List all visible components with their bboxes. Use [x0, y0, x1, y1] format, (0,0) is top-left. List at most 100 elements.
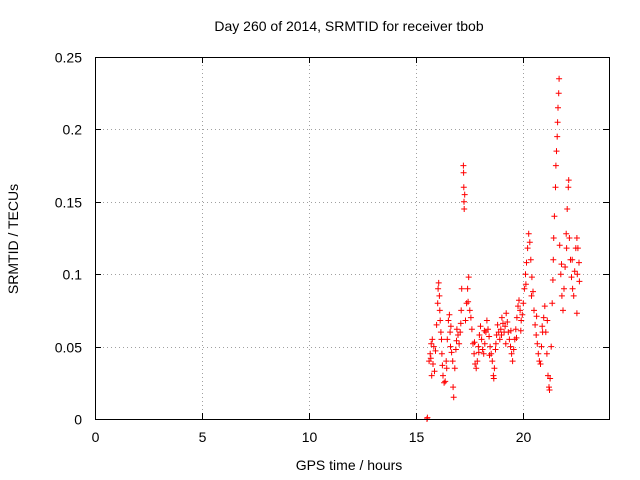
data-point: [534, 340, 541, 347]
data-point: [477, 323, 484, 330]
data-point: [564, 206, 571, 212]
data-point: [437, 329, 444, 336]
x-tick-label: 20: [516, 429, 532, 445]
data-point: [492, 346, 499, 353]
y-tick-label: 0.05: [55, 340, 82, 356]
data-point: [465, 298, 472, 305]
data-point: [461, 191, 468, 198]
data-point: [513, 334, 520, 341]
data-point: [498, 314, 505, 321]
data-point: [552, 162, 559, 169]
data-point: [450, 384, 457, 391]
data-point: [507, 343, 514, 350]
data-point: [509, 358, 516, 365]
data-point: [435, 279, 442, 286]
data-point: [536, 358, 543, 365]
data-point: [471, 339, 478, 346]
data-point: [461, 198, 467, 205]
data-point: [503, 310, 510, 317]
data-point: [556, 242, 563, 249]
axis-ticks: 0 5 10 15 20 0 0.05 0.1 0.15 0.2 0.25: [55, 50, 609, 445]
data-point: [447, 323, 454, 330]
data-point: [430, 343, 437, 350]
data-points: [424, 75, 583, 422]
grid-layer: [95, 57, 609, 419]
data-point: [573, 235, 580, 241]
data-point: [470, 340, 476, 347]
data-point: [560, 307, 566, 314]
data-point: [450, 394, 457, 401]
data-point: [546, 387, 553, 393]
data-point: [528, 292, 535, 299]
data-point: [518, 317, 525, 324]
data-point: [573, 310, 580, 317]
data-point: [427, 355, 434, 362]
data-point: [437, 317, 444, 324]
chart-title: Day 260 of 2014, SRMTID for receiver tbo…: [214, 18, 483, 34]
data-point: [427, 350, 434, 357]
data-point: [504, 319, 511, 325]
data-point: [558, 261, 565, 268]
data-point: [449, 358, 456, 365]
data-point: [460, 184, 467, 191]
data-point: [574, 271, 581, 278]
data-point: [555, 90, 562, 97]
data-point: [576, 278, 583, 285]
data-point: [464, 285, 471, 292]
x-tick-label: 0: [92, 429, 100, 445]
data-point: [471, 350, 478, 357]
data-point: [481, 340, 488, 347]
data-point: [507, 327, 514, 334]
data-point: [467, 314, 474, 321]
data-point: [496, 336, 503, 343]
data-point: [447, 343, 454, 350]
data-point: [548, 343, 555, 350]
data-point: [453, 337, 460, 344]
data-point: [571, 268, 578, 275]
data-point: [478, 336, 485, 343]
data-point: [549, 300, 556, 307]
data-point: [555, 104, 561, 111]
data-point: [475, 349, 482, 356]
data-point: [531, 307, 537, 314]
data-point: [440, 372, 446, 379]
y-axis-title: SRMTID / TECUs: [5, 184, 21, 294]
data-point: [451, 365, 458, 372]
data-point: [445, 317, 452, 324]
data-point: [447, 329, 454, 336]
y-tick-label: 0.2: [63, 122, 83, 138]
data-point: [486, 333, 493, 340]
data-point: [516, 297, 522, 304]
data-point: [486, 352, 493, 359]
data-point: [568, 274, 575, 281]
data-point: [532, 321, 539, 328]
data-point: [540, 314, 547, 321]
data-point: [570, 292, 577, 299]
data-point: [556, 75, 563, 82]
data-point: [498, 332, 505, 338]
data-point: [550, 256, 557, 263]
data-point: [537, 361, 544, 367]
data-point: [563, 245, 570, 252]
data-point: [576, 259, 582, 266]
data-point: [510, 346, 517, 353]
data-point: [452, 346, 459, 353]
data-point: [538, 343, 545, 350]
data-point: [432, 347, 439, 354]
data-point: [533, 332, 540, 338]
data-point: [492, 340, 499, 347]
data-point: [473, 365, 480, 372]
data-point: [527, 256, 534, 263]
data-point: [547, 375, 554, 382]
data-point: [552, 184, 559, 191]
data-point: [517, 307, 524, 314]
data-point: [553, 148, 560, 155]
data-point: [428, 372, 435, 379]
data-point: [465, 274, 472, 281]
data-point: [460, 162, 467, 169]
x-tick-label: 10: [302, 429, 318, 445]
data-point: [502, 340, 509, 347]
data-point: [497, 326, 504, 333]
data-point: [483, 317, 490, 324]
data-point: [522, 271, 529, 278]
